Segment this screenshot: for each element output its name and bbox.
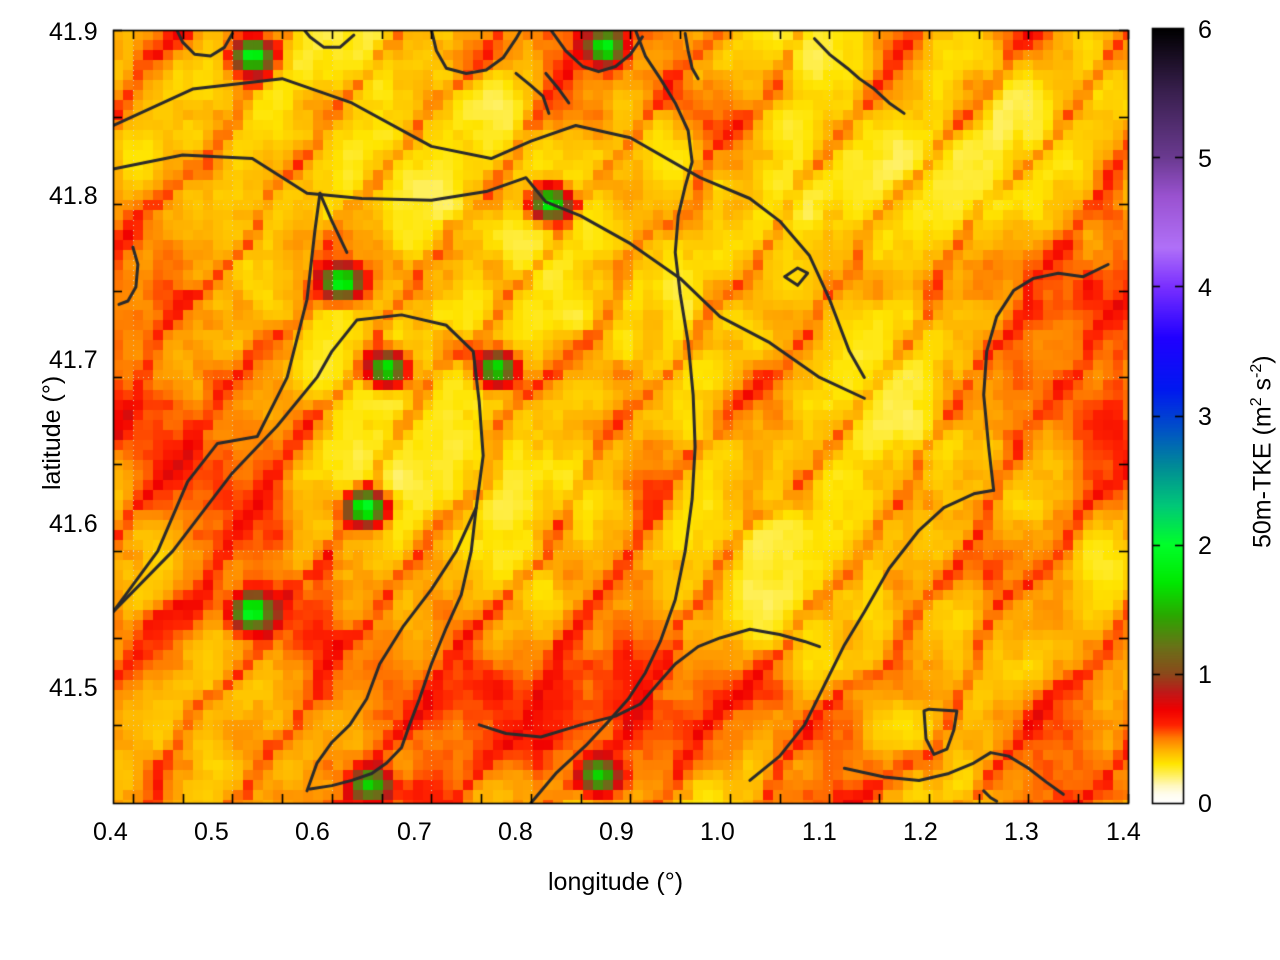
y-axis-title: latitude (°) (38, 375, 66, 490)
colorbar-title-sup: -2 (1248, 363, 1265, 378)
y-tick-label: 41.8 (49, 182, 98, 210)
x-tick-label: 1.3 (1004, 818, 1039, 846)
colorbar-tick-label: 2 (1198, 532, 1212, 560)
colorbar-title-part: s (1248, 377, 1277, 398)
colorbar-tick-label: 1 (1198, 661, 1212, 689)
x-tick-label: 0.8 (498, 818, 533, 846)
colorbar-tick-label: 0 (1198, 790, 1212, 818)
x-tick-label: 1.0 (700, 818, 735, 846)
colorbar-tick-label: 5 (1198, 145, 1212, 173)
x-tick-label: 0.6 (295, 818, 330, 846)
y-tick-label: 41.9 (49, 18, 98, 46)
colorbar-axis-title: 50m-TKE (m2 s-2) (1248, 355, 1277, 548)
colorbar-title-part: ) (1248, 355, 1277, 364)
colorbar-tick-label: 4 (1198, 274, 1212, 302)
colorbar-title-sup: 2 (1248, 397, 1265, 407)
x-tick-label: 0.5 (194, 818, 229, 846)
x-tick-label: 0.9 (599, 818, 634, 846)
x-tick-label: 1.1 (802, 818, 837, 846)
y-tick-label: 41.6 (49, 510, 98, 538)
x-axis-title: longitude (°) (548, 868, 684, 896)
y-tick-label: 41.5 (49, 674, 98, 702)
y-tick-label: 41.7 (49, 346, 98, 374)
colorbar-tick-label: 6 (1198, 16, 1212, 44)
colorbar-tick-label: 3 (1198, 403, 1212, 431)
x-tick-label: 0.7 (397, 818, 432, 846)
x-tick-label: 1.2 (903, 818, 938, 846)
x-tick-label: 1.4 (1106, 818, 1141, 846)
x-tick-label: 0.4 (93, 818, 128, 846)
colorbar-title-part: 50m-TKE (m (1248, 406, 1277, 548)
